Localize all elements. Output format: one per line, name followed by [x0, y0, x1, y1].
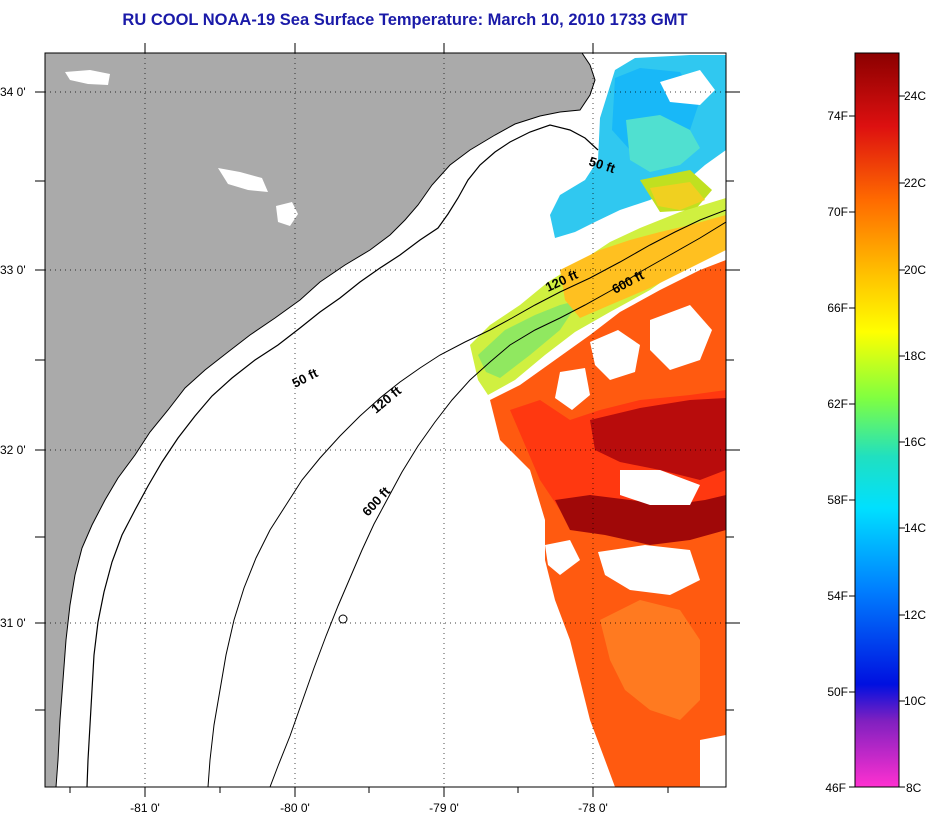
land-lake — [218, 168, 268, 192]
land-lake — [276, 202, 298, 226]
sst-hot-region — [555, 495, 726, 545]
lat-tick-label: 32 0' — [0, 443, 26, 457]
colorbar-label-f: 54F — [827, 589, 848, 603]
cloud-gap — [650, 305, 712, 370]
colorbar-label-f: 66F — [827, 301, 848, 315]
colorbar-label-f: 50F — [827, 685, 848, 699]
cloud-gap — [590, 330, 640, 380]
lon-tick-label: -79 0' — [429, 801, 459, 815]
colorbar-label-f: 46F — [825, 781, 846, 795]
sst-warm-region — [600, 600, 700, 720]
land-mass — [45, 53, 595, 787]
lon-tick-label: -81 0' — [130, 801, 160, 815]
map-tick-marks — [35, 43, 740, 797]
colorbar: 74F 70F 66F 62F 58F 54F 50F 46F 24C 22C … — [825, 52, 926, 795]
sst-data-layer — [470, 55, 726, 787]
sst-mild-region — [650, 182, 705, 210]
isobath-50ft — [86, 124, 599, 787]
cloud-gap — [620, 470, 700, 505]
colorbar-label-c: 8C — [906, 781, 922, 795]
cloud-gap — [598, 545, 700, 595]
colorbar-ticks — [849, 95, 905, 788]
map-gridlines — [45, 53, 726, 787]
colorbar-label-c: 12C — [904, 608, 926, 622]
colorbar-label-f: 70F — [827, 205, 848, 219]
colorbar-label-f: 58F — [827, 493, 848, 507]
seamount-contour — [338, 614, 348, 624]
colorbar-label-c: 16C — [904, 435, 926, 449]
lat-tick-label: 34 0' — [0, 85, 26, 99]
lat-tick-label: 33 0' — [0, 263, 26, 277]
colorbar-label-c: 22C — [904, 176, 926, 190]
land-lake — [65, 70, 110, 85]
colorbar-label-c: 20C — [904, 263, 926, 277]
sst-mid-region — [560, 215, 726, 318]
colorbar-label-f: 74F — [827, 109, 848, 123]
cloud-gap — [660, 70, 715, 105]
colorbar-gradient — [854, 52, 900, 788]
colorbar-label-c: 18C — [904, 349, 926, 363]
sst-cool-region — [626, 115, 700, 172]
lat-tick-label: 31 0' — [0, 616, 26, 630]
map-title: RU COOL NOAA-19 Sea Surface Temperature:… — [122, 11, 688, 29]
lon-tick-label: -78 0' — [578, 801, 608, 815]
sst-mid-region — [478, 300, 580, 378]
colorbar-label-f: 62F — [827, 397, 848, 411]
isobath-600ft — [269, 221, 726, 787]
colorbar-label-c: 14C — [904, 521, 926, 535]
cloud-gap — [545, 540, 580, 575]
isobath-120ft — [207, 209, 726, 787]
colorbar-label-c: 10C — [904, 694, 926, 708]
cloud-gap — [700, 735, 726, 787]
map-frame — [44, 52, 727, 788]
lon-tick-label: -80 0' — [280, 801, 310, 815]
colorbar-label-c: 24C — [904, 89, 926, 103]
map-area: 50 ft 50 ft 120 ft 120 ft 600 ft 600 ft — [45, 53, 726, 787]
cloud-gap — [555, 368, 590, 410]
sst-hot-region — [590, 398, 726, 480]
coastline — [55, 53, 596, 787]
